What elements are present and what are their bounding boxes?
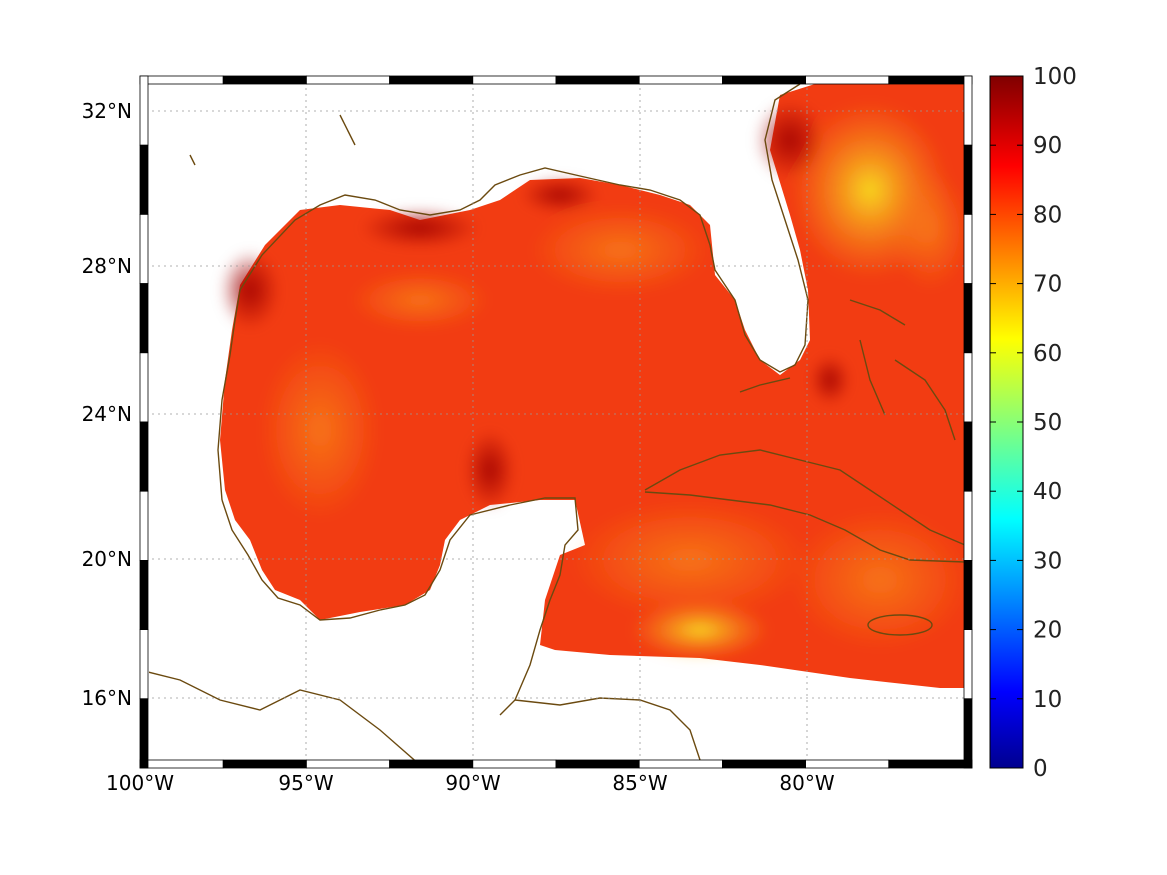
lon-label-85: 85°W [612, 771, 667, 795]
lon-label-80: 80°W [779, 771, 834, 795]
latitude-labels: 32°N 28°N 24°N 20°N 16°N [82, 99, 132, 710]
frame-top-segment [805, 75, 890, 85]
colorbar-tick-label: 90 [1033, 133, 1062, 159]
lat-label-28: 28°N [82, 254, 132, 278]
frame-bottom-segment [139, 759, 224, 769]
frame-left-segment [139, 144, 149, 215]
frame-right-segment [963, 75, 973, 146]
colorbar-tick-label: 10 [1033, 687, 1062, 713]
lat-label-16: 16°N [82, 686, 132, 710]
frame-top-segment [888, 75, 973, 85]
frame-right-segment [963, 629, 973, 700]
frame-bottom-segment [638, 759, 723, 769]
frame-right-segment [963, 560, 973, 631]
central-america-coast [149, 671, 416, 760]
lon-label-95: 95°W [278, 771, 333, 795]
colorbar-tick-label: 0 [1033, 756, 1048, 782]
lon-label-90: 90°W [445, 771, 500, 795]
coastlines [149, 84, 965, 760]
frame-right-segment [963, 283, 973, 354]
frame-right-segment [963, 698, 973, 769]
map-frame [139, 75, 973, 769]
frame-top-segment [638, 75, 723, 85]
frame-left-segment [139, 75, 149, 146]
us-gulf-coast [217, 84, 809, 501]
lon-label-100: 100°W [106, 771, 174, 795]
frame-bottom-segment [805, 759, 890, 769]
jamaica-outline [867, 614, 933, 636]
cuba-outline [644, 449, 965, 563]
lat-label-32: 32°N [82, 99, 132, 123]
frame-left-segment [139, 629, 149, 700]
frame-right-segment [963, 213, 973, 284]
longitude-labels: 100°W 95°W 90°W 85°W 80°W [106, 771, 835, 795]
frame-bottom-segment [472, 759, 557, 769]
mexico-coast [221, 497, 579, 716]
lat-label-20: 20°N [82, 547, 132, 571]
frame-right-segment [963, 144, 973, 215]
frame-top-segment [472, 75, 557, 85]
lat-label-24: 24°N [82, 402, 132, 426]
colorbar-tick-label: 20 [1033, 618, 1062, 644]
colorbar-tick-label: 40 [1033, 479, 1062, 505]
frame-right-segment [963, 352, 973, 423]
frame-right-segment [963, 421, 973, 492]
colorbar-tick-label: 30 [1033, 548, 1062, 574]
frame-left-segment [139, 698, 149, 769]
colorbar-tick-label: 100 [1033, 64, 1077, 90]
frame-top-segment [555, 75, 640, 85]
frame-bottom-segment [389, 759, 474, 769]
frame-top-segment [305, 75, 390, 85]
colorbar-tick-label: 50 [1033, 410, 1062, 436]
graticule [140, 76, 972, 768]
frame-bottom-segment [722, 759, 807, 769]
map-panel [149, 84, 965, 760]
frame-bottom-segment [888, 759, 973, 769]
colorbar-tick-label: 80 [1033, 202, 1062, 228]
frame-bottom-segment [305, 759, 390, 769]
frame-left-segment [139, 352, 149, 423]
frame-bottom-segment [222, 759, 307, 769]
frame-top-segment [389, 75, 474, 85]
frame-bottom-segment [555, 759, 640, 769]
colorbar-tick-label: 60 [1033, 341, 1062, 367]
frame-left-segment [139, 421, 149, 492]
colorbar-tick-label: 70 [1033, 272, 1062, 298]
frame-left-segment [139, 560, 149, 631]
frame-left-segment [139, 283, 149, 354]
frame-top-segment [139, 75, 224, 85]
frame-left-segment [139, 213, 149, 284]
frame-right-segment [963, 490, 973, 561]
bahamas-outline [849, 299, 956, 441]
frame-left-segment [139, 490, 149, 561]
frame-top-segment [222, 75, 307, 85]
frame-top-segment [722, 75, 807, 85]
